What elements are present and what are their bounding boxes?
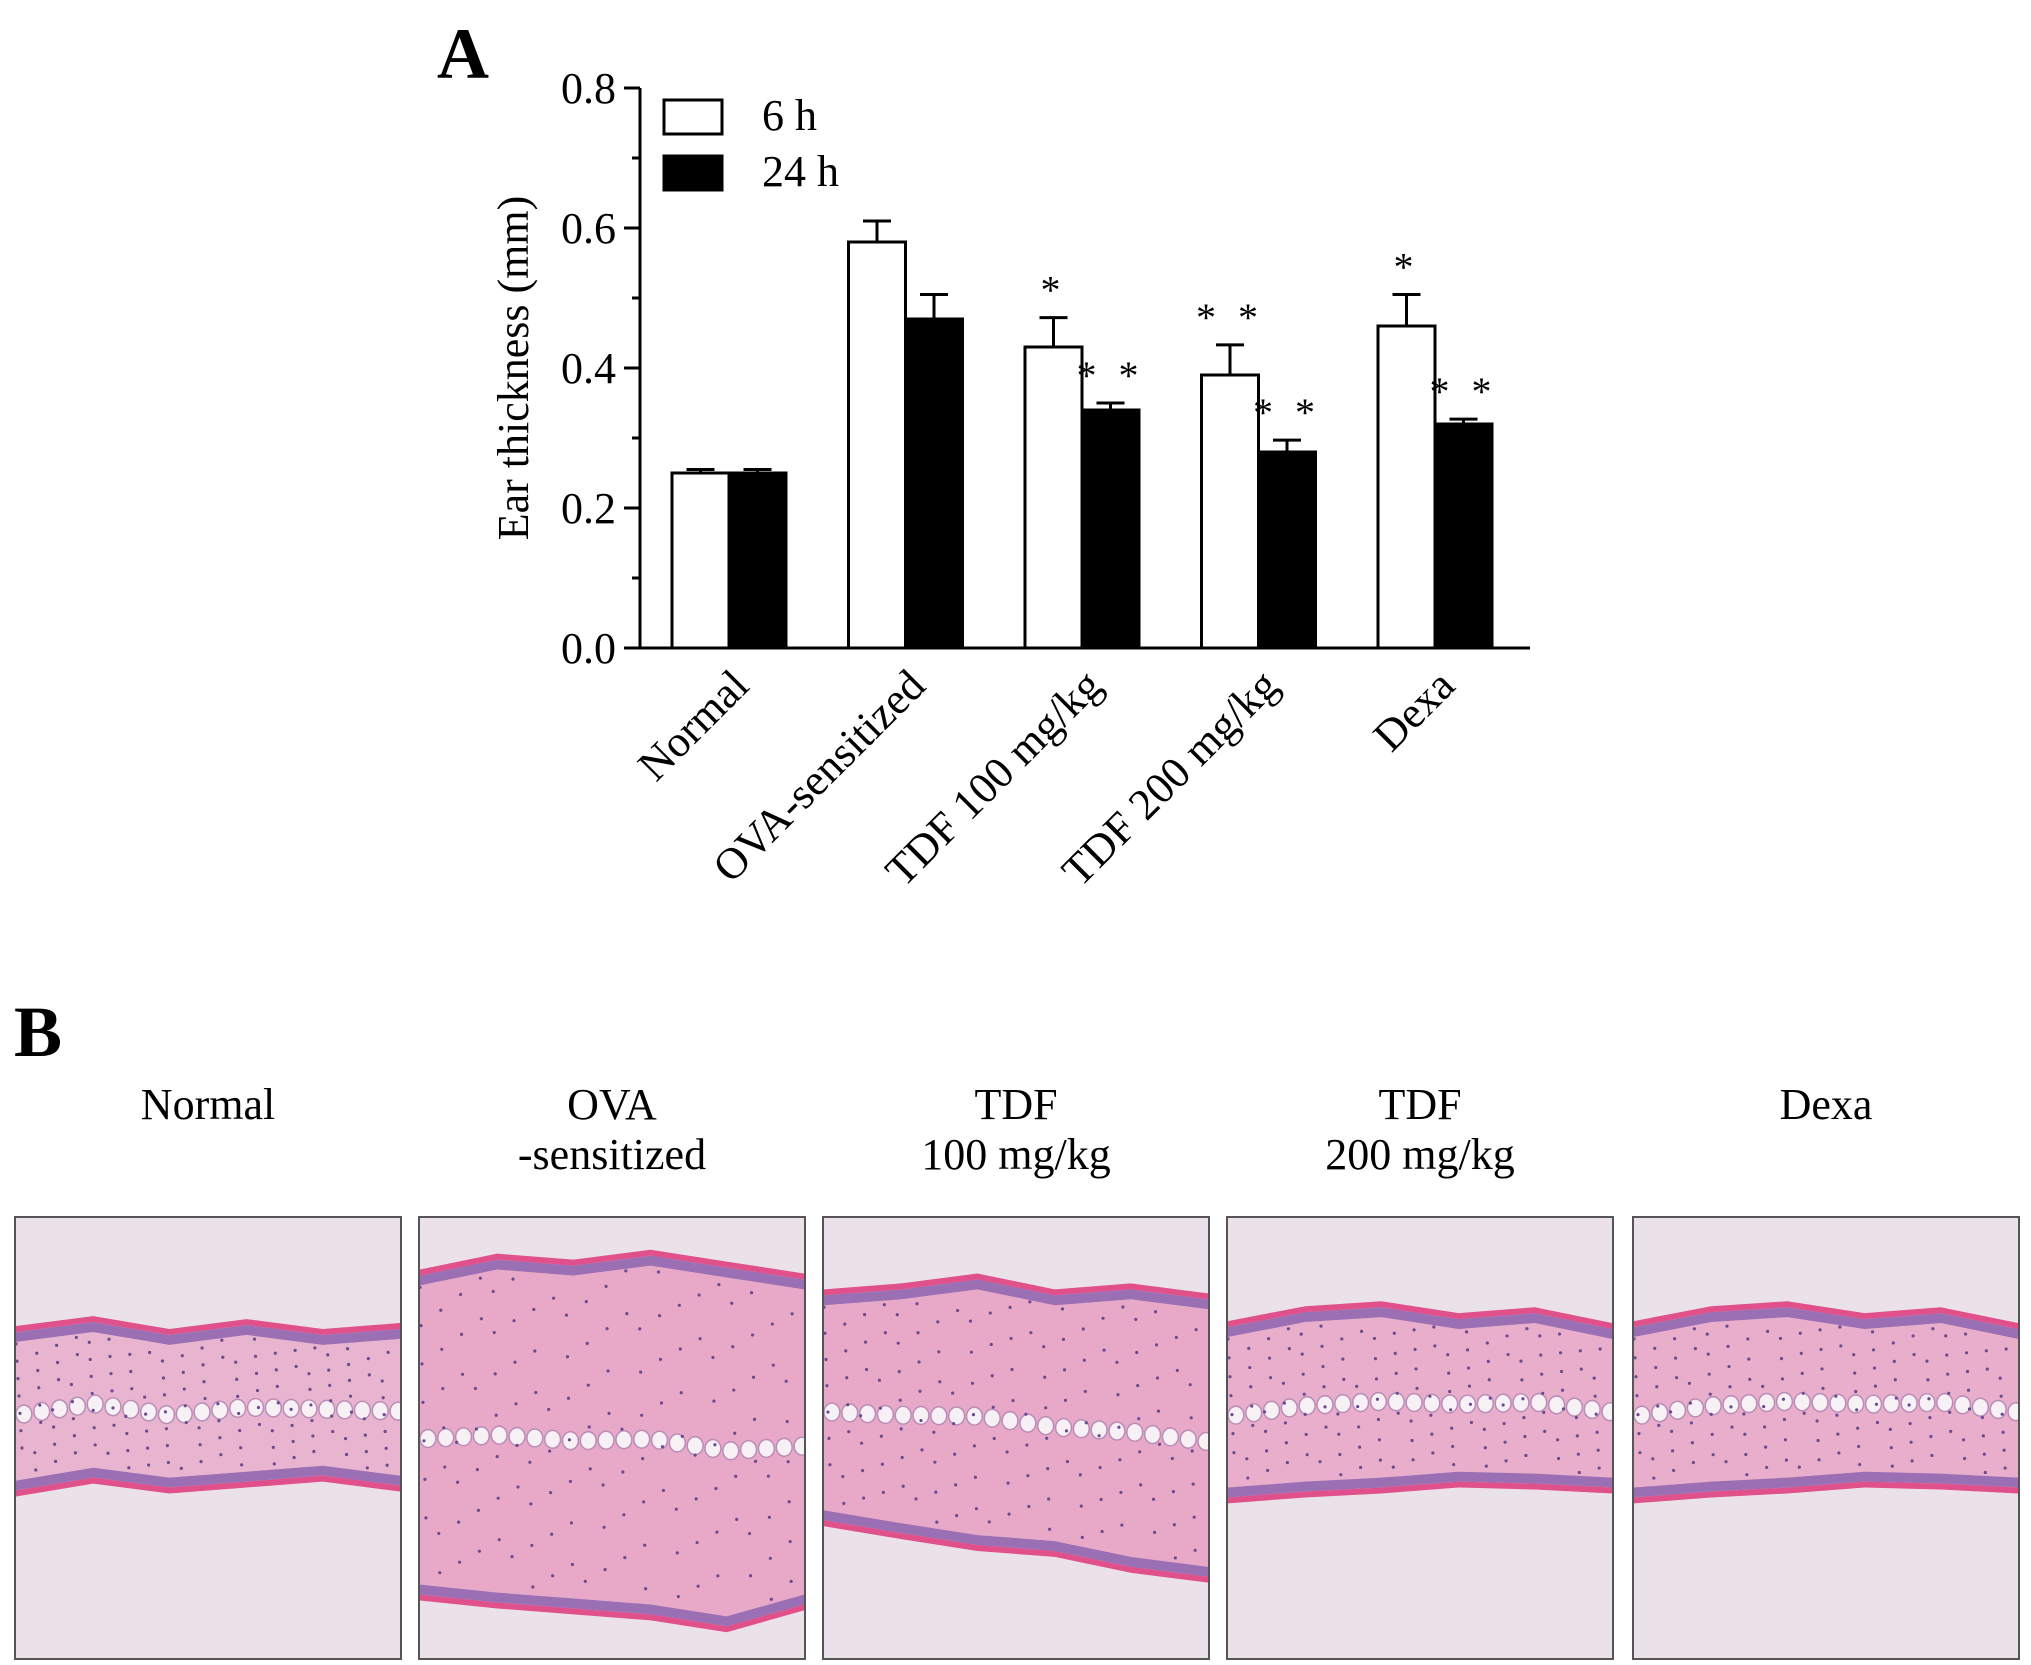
histology-label-line: TDF	[1378, 1080, 1462, 1129]
histology-image	[1226, 1216, 1614, 1660]
bar	[847, 240, 907, 650]
histology-label-line: 200 mg/kg	[1325, 1130, 1515, 1179]
histology-label: Dexa	[1676, 1080, 1976, 1130]
y-tick-label: 0.6	[561, 204, 616, 253]
y-tick-label: 0.0	[561, 624, 616, 673]
histology-image	[1632, 1216, 2020, 1660]
significance-marker: *	[1394, 245, 1420, 290]
panel-a-letter: A	[437, 14, 489, 94]
bar	[670, 471, 731, 650]
y-tick-label: 0.4	[561, 344, 616, 393]
y-tick-label: 0.2	[561, 484, 616, 533]
bar	[727, 471, 788, 650]
histology-label-line: Dexa	[1779, 1080, 1873, 1129]
panel-b-letter: B	[14, 992, 63, 1072]
significance-marker: *	[1041, 268, 1067, 313]
histology-label-line: 100 mg/kg	[921, 1130, 1111, 1179]
legend-swatch	[662, 98, 724, 136]
bar	[1023, 345, 1084, 650]
histology-image	[14, 1216, 402, 1660]
histology-label: TDF 200 mg/kg	[1270, 1080, 1570, 1180]
significance-marker: * *	[1253, 390, 1321, 435]
histology-label-line: Normal	[140, 1080, 276, 1129]
bar	[904, 317, 964, 650]
bar	[1257, 450, 1317, 650]
y-tick-label: 0.8	[561, 64, 616, 113]
histology-label: OVA -sensitized	[462, 1080, 762, 1180]
significance-marker: * *	[1196, 295, 1264, 340]
x-tick-label: Normal	[628, 660, 758, 790]
y-axis-label: Ear thickness (mm)	[489, 196, 538, 541]
histology-label-line: -sensitized	[517, 1130, 707, 1179]
histology-label: TDF 100 mg/kg	[866, 1080, 1166, 1180]
bar	[1080, 408, 1141, 650]
legend-label: 6 h	[762, 91, 817, 140]
legend-swatch	[662, 154, 724, 192]
histology-image	[418, 1216, 806, 1660]
legend-label: 24 h	[762, 147, 839, 196]
histology-label-line: TDF	[974, 1080, 1058, 1129]
x-tick-label: Dexa	[1364, 660, 1464, 760]
bar	[1433, 422, 1494, 650]
significance-marker: * *	[1077, 353, 1145, 398]
histology-label-line: OVA	[567, 1080, 657, 1129]
bar	[1376, 324, 1437, 650]
histology-label: Normal	[58, 1080, 358, 1130]
histology-image	[822, 1216, 1210, 1660]
significance-marker: * *	[1430, 369, 1498, 414]
bar	[1200, 373, 1260, 650]
